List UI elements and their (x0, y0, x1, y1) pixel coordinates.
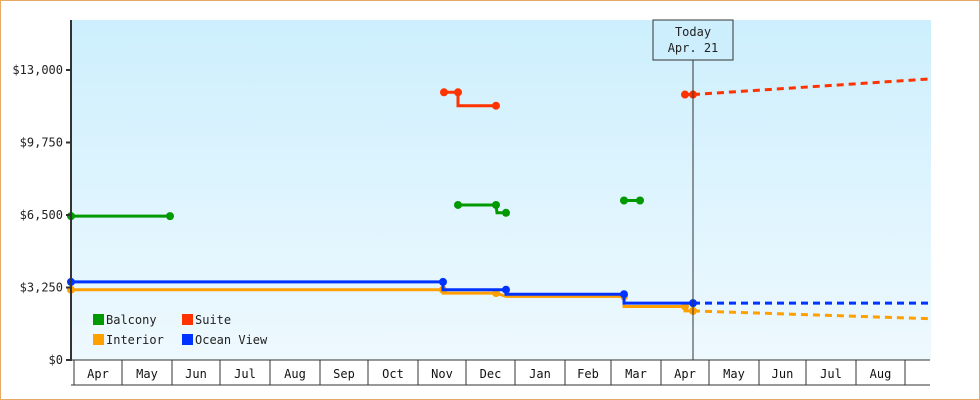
month-label: Jan (529, 367, 551, 381)
y-axis-ticks: $0 $3,250 $6,500 $9,750 $13,000 (12, 63, 71, 367)
series-layer (67, 77, 931, 321)
y-tick-label: $6,500 (20, 208, 63, 222)
today-marker: Today Apr. 21 (652, 19, 734, 61)
month-label: Apr (87, 367, 109, 381)
month-label: Aug (870, 367, 892, 381)
legend-label: Ocean View (195, 333, 268, 347)
data-point[interactable] (492, 101, 500, 110)
forecast-line (692, 77, 931, 97)
data-point[interactable] (166, 212, 174, 221)
month-label: May (723, 367, 745, 381)
price-line (71, 280, 693, 305)
data-point[interactable] (439, 277, 447, 286)
y-tick-label: $9,750 (20, 136, 63, 150)
series-suite (440, 77, 931, 110)
month-label: Jun (185, 367, 207, 381)
month-label: Aug (284, 367, 306, 381)
month-label: Jul (820, 367, 842, 381)
legend-swatch (93, 334, 104, 345)
month-label: Apr (674, 367, 696, 381)
today-date: Apr. 21 (668, 41, 719, 55)
month-label: Feb (577, 367, 599, 381)
legend-swatch (182, 314, 193, 325)
month-label: Dec (480, 367, 502, 381)
month-label: May (136, 367, 158, 381)
data-point[interactable] (681, 90, 689, 99)
forecast-line (692, 309, 931, 321)
legend-label: Interior (106, 333, 164, 347)
data-point[interactable] (454, 88, 462, 97)
data-point[interactable] (636, 196, 644, 205)
month-label: Jun (772, 367, 794, 381)
month-label: Mar (625, 367, 647, 381)
month-label: Nov (431, 367, 453, 381)
month-label: Sep (333, 367, 355, 381)
month-label: Jul (234, 367, 256, 381)
data-point[interactable] (492, 200, 500, 209)
y-tick-label: $3,250 (20, 281, 63, 295)
data-point[interactable] (440, 88, 448, 97)
data-point[interactable] (620, 196, 628, 205)
y-tick-label: $0 (49, 353, 63, 367)
today-label: Today (675, 25, 711, 39)
data-point[interactable] (454, 200, 462, 209)
month-label: Oct (382, 367, 404, 381)
data-point[interactable] (502, 285, 510, 294)
data-point[interactable] (502, 208, 510, 217)
price-line (444, 90, 496, 108)
x-axis-months: Apr May Jun Jul Aug Sep Oct Nov Dec Jan Feb Mar Apr M… (71, 359, 930, 386)
y-tick-label: $13,000 (12, 63, 63, 77)
legend-swatch (182, 334, 193, 345)
plot-area (71, 20, 931, 360)
data-point[interactable] (620, 290, 628, 299)
legend: Balcony Suite Interior Ocean View (93, 313, 268, 347)
legend-swatch (93, 314, 104, 325)
legend-label: Balcony (106, 313, 157, 327)
legend-label: Suite (195, 313, 231, 327)
